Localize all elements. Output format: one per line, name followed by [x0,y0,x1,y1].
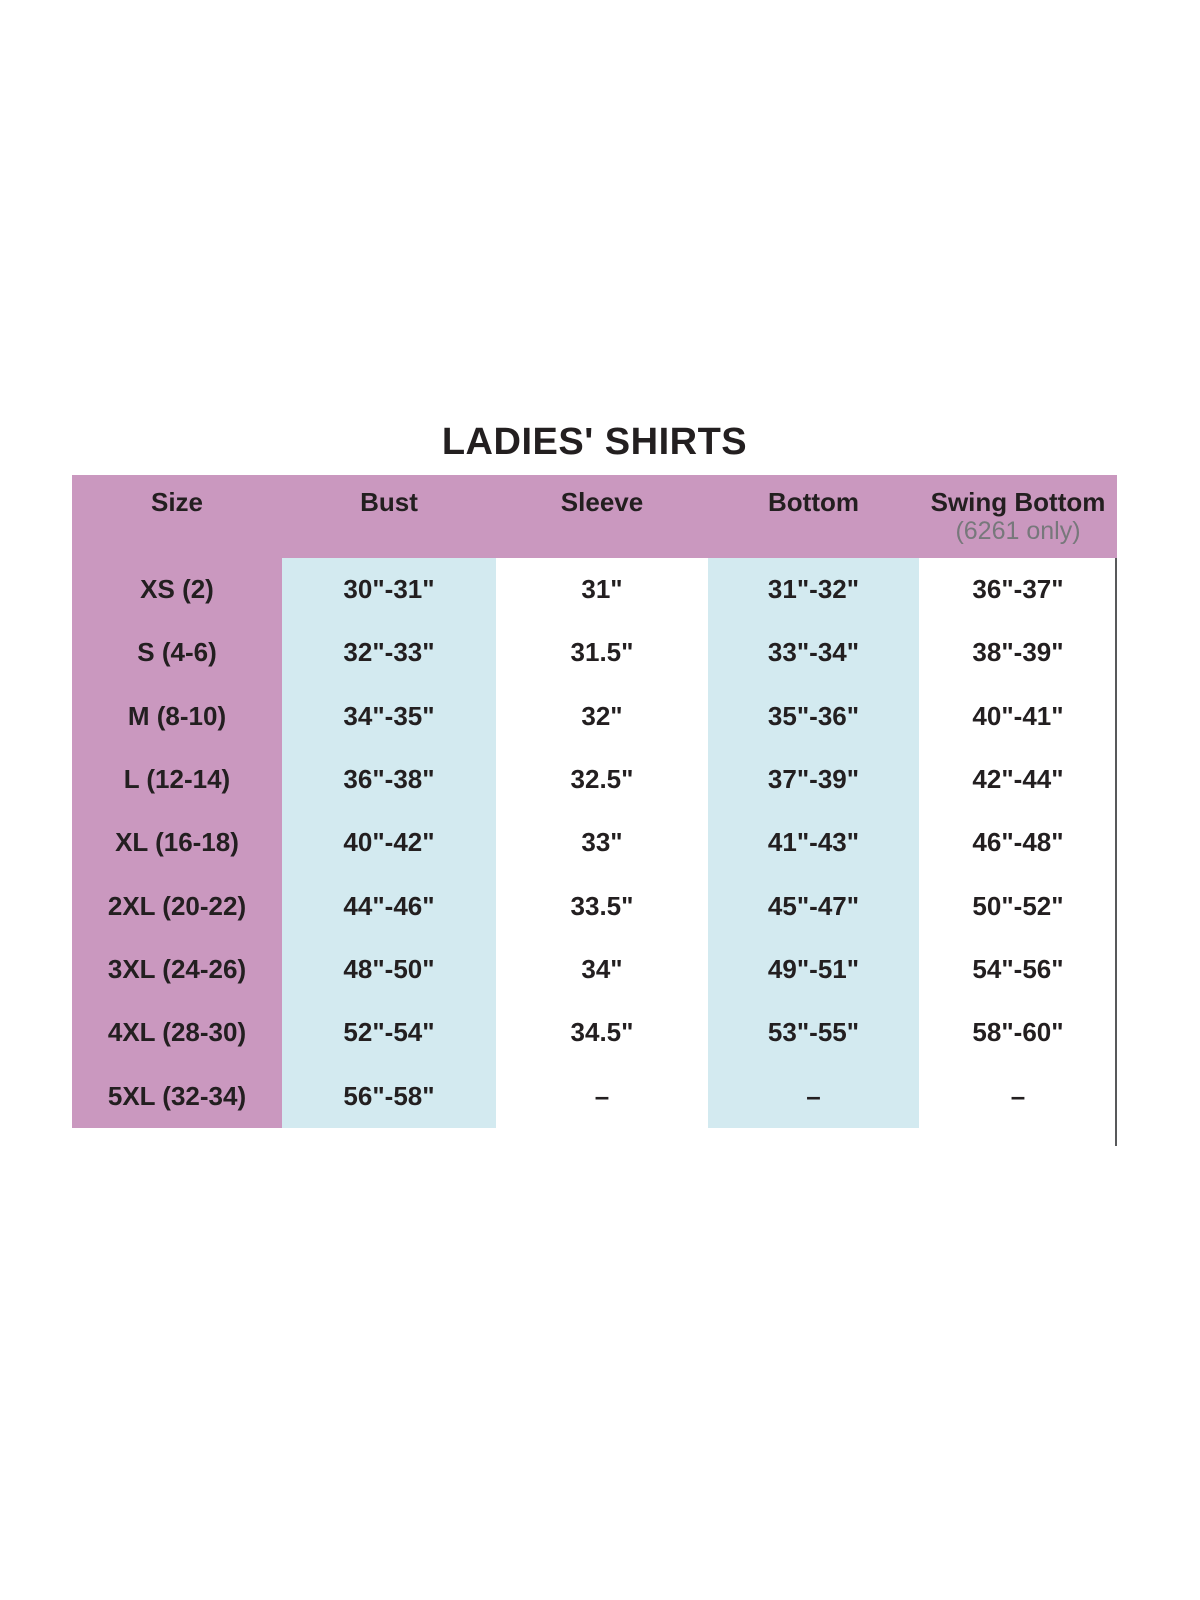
cell-bottom: 45"-47" [708,874,919,938]
header-size: Size [72,475,282,558]
cell-bust: 40"-42" [282,811,496,875]
cell-bust: 32"-33" [282,621,496,685]
cell-bottom: 33"-34" [708,621,919,685]
cell-size: 3XL (24-26) [72,937,282,1002]
header-swing-bottom-subtext: (6261 only) [955,517,1081,545]
cell-bottom: 53"-55" [708,1001,919,1065]
cell-sleeve: 31.5" [570,637,634,668]
cell-size: XL (16-18) [72,811,282,875]
table-row: 2XL (20-22) 44"-46" 33.5" 45"-47" 50"-52" [72,874,1117,938]
cell-bottom: – [708,1064,919,1128]
cell-bottom: 49"-51" [708,937,919,1002]
cell-swing-bottom: – [1010,1080,1026,1111]
header-sleeve: Sleeve [496,475,708,558]
cell-sleeve: 34.5" [570,1017,634,1048]
cell-bottom: 41"-43" [708,811,919,875]
cell-sleeve: – [594,1080,610,1111]
cell-bottom: 35"-36" [708,684,919,748]
cell-sleeve: 33" [581,827,623,858]
table-row: 3XL (24-26) 48"-50" 34" 49"-51" 54"-56" [72,937,1117,1002]
header-bottom: Bottom [708,475,919,558]
cell-bust: 48"-50" [282,937,496,1002]
cell-swing-bottom: 46"-48" [972,827,1064,858]
cell-sleeve: 31" [581,574,623,605]
header-swing-bottom: Swing Bottom (6261 only) [919,475,1117,558]
page-title: LADIES' SHIRTS [441,421,748,463]
table-row: 5XL (32-34) 56"-58" – – – [72,1064,1117,1128]
cell-bust: 56"-58" [282,1064,496,1128]
cell-sleeve: 32.5" [570,764,634,795]
cell-swing-bottom: 50"-52" [972,890,1064,921]
cell-sleeve: 33.5" [570,890,634,921]
cell-size: 2XL (20-22) [72,874,282,938]
cell-bust: 52"-54" [282,1001,496,1065]
cell-bottom: 37"-39" [708,747,919,812]
cell-size: 5XL (32-34) [72,1064,282,1128]
header-sleeve-label: Sleeve [560,487,644,517]
cell-bust: 44"-46" [282,874,496,938]
cell-size: XS (2) [72,558,282,622]
cell-sleeve: 32" [581,700,623,731]
header-bust-label: Bust [360,487,418,517]
table-row: XL (16-18) 40"-42" 33" 41"-43" 46"-48" [72,811,1117,875]
cell-bust: 34"-35" [282,684,496,748]
cell-swing-bottom: 42"-44" [972,764,1064,795]
cell-swing-bottom: 36"-37" [972,574,1064,605]
cell-sleeve: 34" [581,954,623,985]
header-bottom-label: Bottom [768,487,859,517]
size-table: Size Bust Sleeve Bottom Swing Bottom (62… [72,475,1117,1128]
cell-size: L (12-14) [72,747,282,812]
cell-swing-bottom: 40"-41" [972,700,1064,731]
cell-size: M (8-10) [72,684,282,748]
cell-swing-bottom: 58"-60" [972,1017,1064,1048]
cell-bust: 30"-31" [282,558,496,622]
table-row: S (4-6) 32"-33" 31.5" 33"-34" 38"-39" [72,621,1117,685]
table-row: L (12-14) 36"-38" 32.5" 37"-39" 42"-44" [72,747,1117,812]
header-bust: Bust [282,475,496,558]
cell-size: 4XL (28-30) [72,1001,282,1065]
cell-swing-bottom: 38"-39" [972,637,1064,668]
table-row: 4XL (28-30) 52"-54" 34.5" 53"-55" 58"-60" [72,1001,1117,1065]
cell-bottom: 31"-32" [708,558,919,622]
table-row: XS (2) 30"-31" 31" 31"-32" 36"-37" [72,558,1117,622]
header-swing-bottom-label: Swing Bottom [930,487,1106,517]
header-size-label: Size [150,487,204,517]
cell-size: S (4-6) [72,621,282,685]
cell-bust: 36"-38" [282,747,496,812]
table-right-rule [1115,558,1117,1146]
table-body: XS (2) 30"-31" 31" 31"-32" 36"-37" S (4-6) 32"… [72,558,1117,1128]
table-row: M (8-10) 34"-35" 32" 35"-36" 40"-41" [72,684,1117,748]
table-header-row: Size Bust Sleeve Bottom Swing Bottom (62… [72,475,1117,558]
cell-swing-bottom: 54"-56" [972,954,1064,985]
